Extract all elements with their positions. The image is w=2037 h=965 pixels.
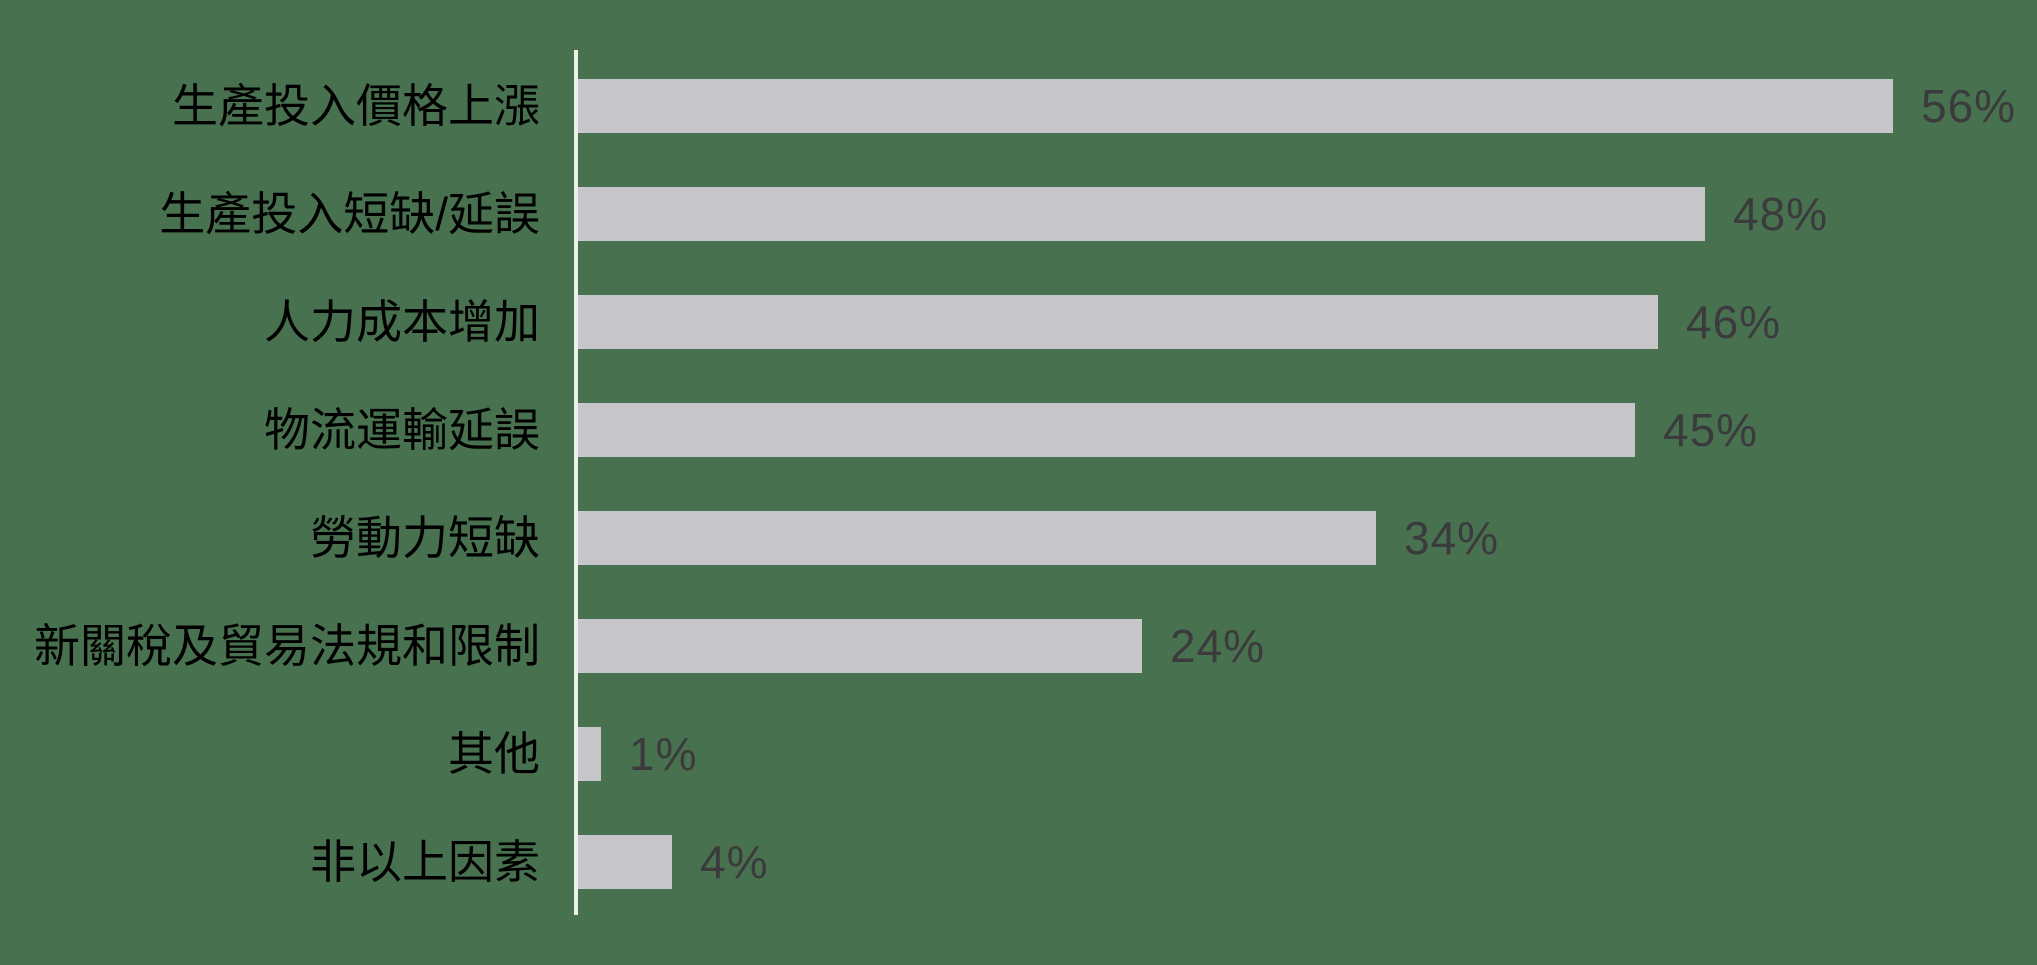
bar xyxy=(578,510,1376,565)
bar xyxy=(578,727,601,782)
value-label: 46% xyxy=(1686,295,1782,348)
category-label: 新關稅及貿易法規和限制 xyxy=(34,620,540,672)
category-label: 其他 xyxy=(448,728,540,781)
value-label: 48% xyxy=(1733,187,1829,240)
bar xyxy=(578,835,672,890)
category-label: 生產投入短缺/延誤 xyxy=(159,187,540,240)
value-label: 56% xyxy=(1921,79,2017,132)
category-label: 生產投入價格上漲 xyxy=(172,79,540,132)
category-label: 勞動力短缺 xyxy=(310,511,540,564)
bar xyxy=(578,78,1893,133)
category-label: 非以上因素 xyxy=(310,836,540,889)
value-label: 45% xyxy=(1663,403,1759,456)
bar xyxy=(578,619,1142,673)
value-label: 1% xyxy=(629,728,698,781)
value-label: 4% xyxy=(700,836,769,889)
value-label: 34% xyxy=(1404,511,1500,564)
y-axis-line xyxy=(574,50,578,915)
category-label: 人力成本增加 xyxy=(264,295,540,348)
bar xyxy=(578,186,1705,241)
category-label: 物流運輸延誤 xyxy=(264,403,540,456)
bar xyxy=(578,294,1658,349)
value-label: 24% xyxy=(1170,620,1266,672)
bar xyxy=(578,402,1635,457)
